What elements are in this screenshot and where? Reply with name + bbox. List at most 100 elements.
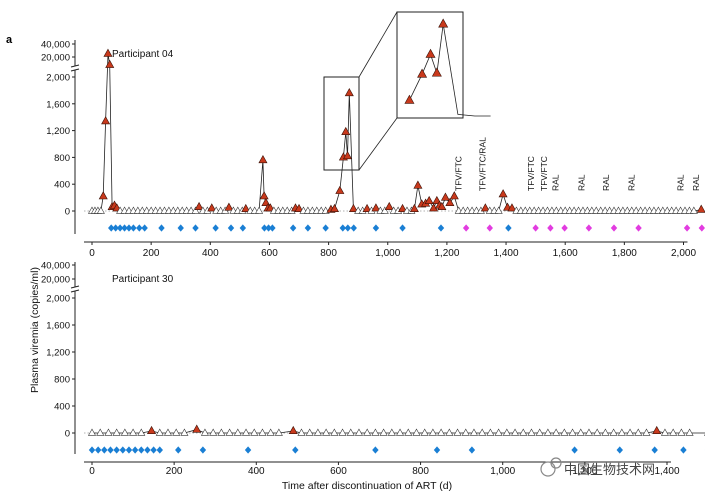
undetected-point <box>519 428 528 436</box>
undetected-point <box>172 428 181 436</box>
drug-marker-blue <box>437 224 445 232</box>
detected-point <box>258 154 268 164</box>
detected-point <box>384 201 394 211</box>
inset-detected-point <box>417 68 428 78</box>
undetected-point <box>396 428 405 436</box>
watermark-icon-bubble <box>550 457 562 469</box>
undetected-point <box>469 428 478 436</box>
drug-marker-blue <box>199 446 207 454</box>
drug-marker-blue <box>651 446 658 454</box>
undetected-point <box>305 428 314 436</box>
undetected-point <box>346 428 355 436</box>
undetected-point <box>560 428 569 436</box>
detected-point <box>294 203 304 213</box>
detected-point <box>207 203 217 212</box>
drug-marker-blue <box>289 224 297 232</box>
detected-point <box>348 203 358 213</box>
detected-point <box>259 191 269 200</box>
drug-marker-blue <box>94 446 102 454</box>
drug-marker-blue <box>101 446 108 454</box>
drug-marker-blue <box>350 224 357 232</box>
undetected-point <box>494 206 503 214</box>
drug-marker-blue <box>304 224 312 232</box>
undetected-point <box>380 206 389 214</box>
y-tick-label: 800 <box>54 153 70 164</box>
undetected-point <box>137 428 146 436</box>
undetected-point <box>255 206 264 214</box>
y-tick-label: 1,200 <box>46 126 70 137</box>
x-tick-label: 1,800 <box>612 248 637 259</box>
undetected-point <box>461 428 470 436</box>
x-tick-label: 400 <box>248 466 265 477</box>
undetected-point <box>200 428 209 436</box>
undetected-point <box>371 428 380 436</box>
detected-point <box>413 180 423 189</box>
undetected-point <box>584 428 593 436</box>
undetected-point <box>601 428 610 436</box>
drug-marker-blue <box>108 224 115 232</box>
drug-annotation: RAL <box>601 174 611 191</box>
drug-marker-blue <box>680 446 687 454</box>
drug-marker-blue <box>112 224 119 232</box>
drug-marker-blue <box>468 446 476 454</box>
drug-marker-blue <box>121 224 128 232</box>
inset-detected-point <box>438 18 449 28</box>
undetected-point <box>217 428 226 436</box>
y-tick-label: 0 <box>65 207 70 218</box>
detected-point <box>440 192 450 201</box>
drug-marker-magenta <box>561 224 568 232</box>
detected-point <box>101 116 111 125</box>
undetected-point <box>660 428 669 436</box>
series-line <box>92 429 705 434</box>
watermark-text: 中国生物技术网 <box>564 463 655 478</box>
x-tick-label: 200 <box>143 248 160 259</box>
y-tick-label: 20,000 <box>41 53 70 64</box>
drug-marker-blue <box>433 446 441 454</box>
watermark: 中国生物技术网 <box>540 457 655 478</box>
undetected-point <box>379 428 388 436</box>
x-tick-label: 800 <box>320 248 337 259</box>
detected-point <box>103 48 113 57</box>
drug-marker-blue <box>292 446 299 454</box>
detected-point <box>398 203 408 213</box>
y-tick-label: 800 <box>54 375 70 386</box>
drug-marker-blue <box>616 446 623 454</box>
x-tick-label: 1,400 <box>654 466 679 477</box>
undetected-point <box>313 428 322 436</box>
y-axis-title: Plasma viremia (copies/ml) <box>29 267 41 393</box>
undetected-point <box>437 428 446 436</box>
y-tick-label: 1,200 <box>46 348 70 359</box>
detected-point <box>343 150 353 160</box>
detected-point <box>224 202 234 211</box>
detected-point <box>288 425 298 435</box>
panel-label: a <box>6 34 13 46</box>
drug-annotation: RAL <box>627 174 637 191</box>
detected-point <box>241 203 251 213</box>
drug-annotation: RAL <box>676 174 686 191</box>
drug-annotation: RAL <box>551 174 561 191</box>
drug-marker-blue <box>192 224 199 232</box>
detected-point <box>265 203 275 212</box>
undetected-point <box>428 428 437 436</box>
drug-marker-blue <box>372 224 380 232</box>
undetected-point <box>502 428 511 436</box>
undetected-point <box>420 428 429 436</box>
drug-marker-blue <box>138 446 145 454</box>
undetected-point <box>104 428 113 436</box>
drug-marker-blue <box>156 446 163 454</box>
drug-marker-blue <box>372 446 379 454</box>
undetected-point <box>543 428 552 436</box>
x-tick-label: 1,600 <box>553 248 578 259</box>
undetected-point <box>155 428 164 436</box>
inset-connector <box>358 117 398 171</box>
drug-marker-magenta <box>547 224 554 232</box>
drug-marker-magenta <box>462 224 470 232</box>
x-tick-label: 200 <box>166 466 183 477</box>
undetected-point <box>250 428 259 436</box>
drug-marker-blue <box>265 224 272 232</box>
detected-point <box>449 191 459 200</box>
undetected-point <box>669 428 678 436</box>
undetected-point <box>552 428 561 436</box>
drug-annotation: RAL <box>691 174 701 191</box>
